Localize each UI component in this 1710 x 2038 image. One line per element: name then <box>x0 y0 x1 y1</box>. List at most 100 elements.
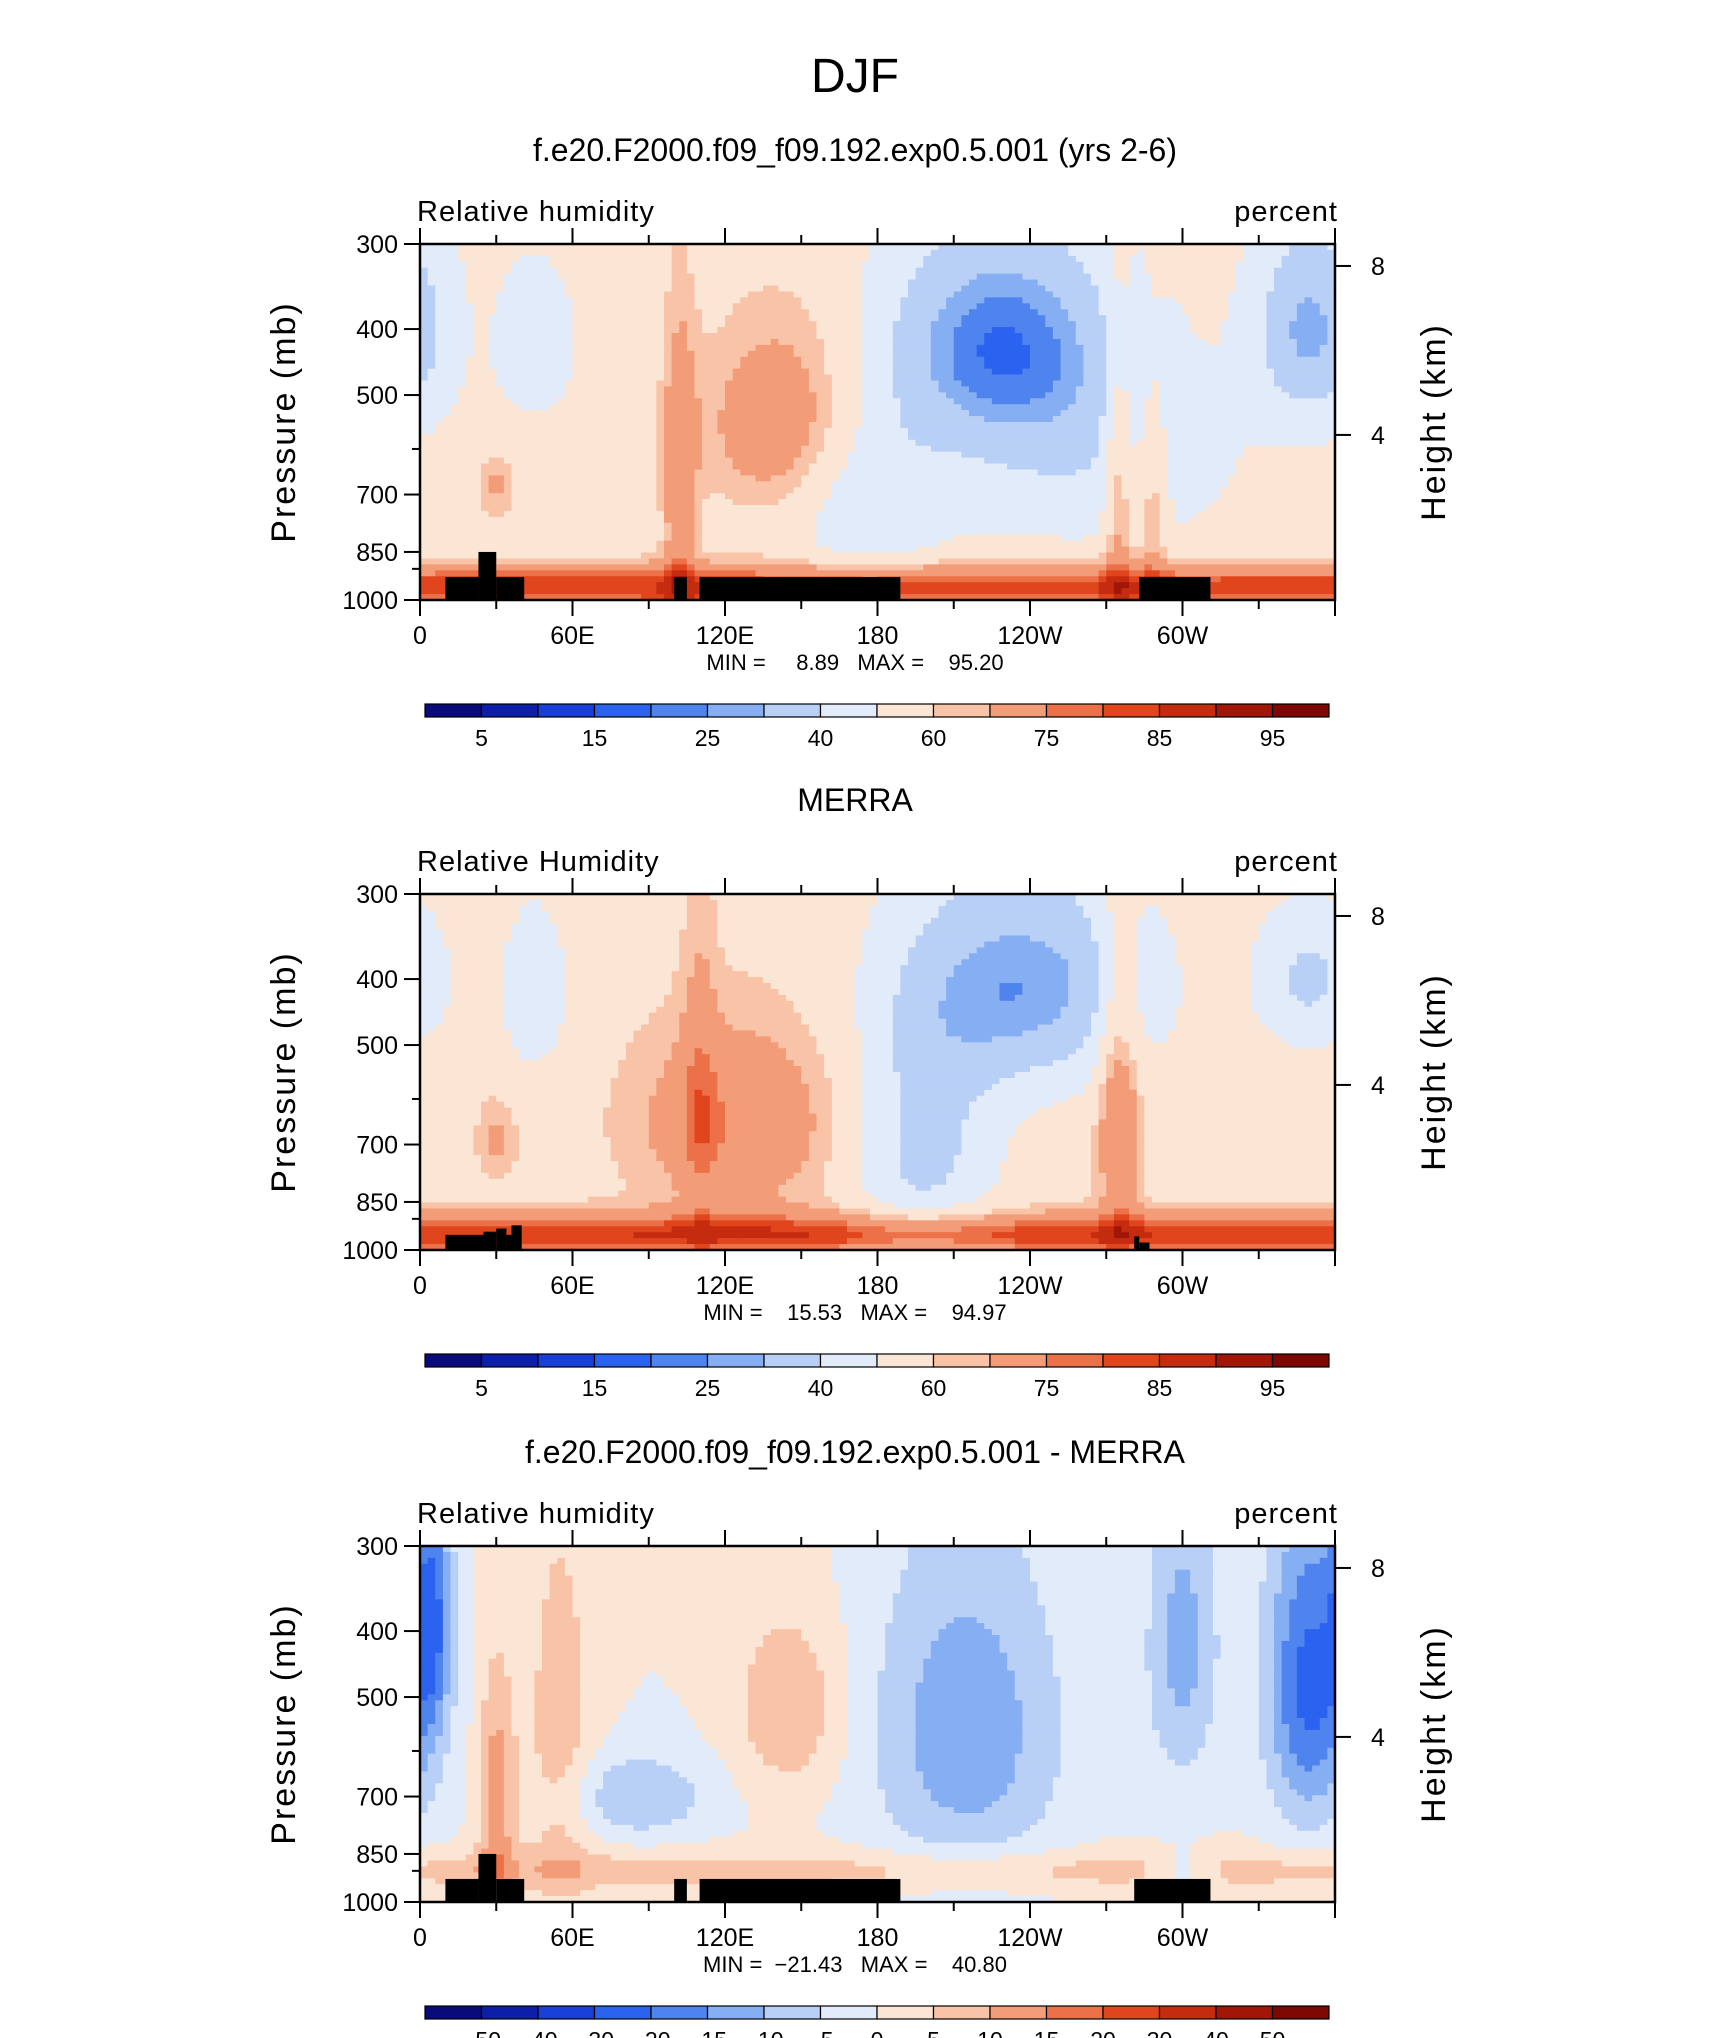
field-cell <box>900 303 909 310</box>
field-cell <box>770 445 779 453</box>
field-cell <box>587 327 596 334</box>
field-cell <box>984 315 993 322</box>
field-cell <box>656 469 665 476</box>
field-cell <box>953 315 962 322</box>
field-cell <box>572 362 581 370</box>
field-cell <box>420 410 429 417</box>
field-cell <box>458 404 467 411</box>
field-cell <box>1319 433 1328 441</box>
field-cell <box>1159 380 1168 387</box>
field-cell <box>694 338 703 346</box>
field-cell <box>816 362 825 370</box>
field-cell <box>793 404 802 411</box>
field-cell <box>702 404 711 411</box>
field-cell <box>496 380 505 387</box>
field-cell <box>938 451 947 459</box>
field-cell <box>1266 475 1275 482</box>
field-cell <box>763 469 772 476</box>
field-cell <box>1045 297 1054 304</box>
field-cell <box>526 422 535 429</box>
field-cell <box>549 445 558 453</box>
field-cell <box>1190 380 1199 387</box>
field-cell <box>511 469 520 476</box>
field-cell <box>923 374 932 382</box>
field-cell <box>999 291 1008 298</box>
field-cell <box>664 244 673 251</box>
field-cell <box>961 410 970 417</box>
field-cell <box>1182 315 1191 322</box>
field-cell <box>1075 315 1084 322</box>
field-cell <box>580 433 589 441</box>
field-cell <box>1113 463 1123 471</box>
field-cell <box>824 463 833 471</box>
field-cell <box>1243 279 1252 287</box>
field-cell <box>740 410 749 417</box>
field-cell <box>488 303 497 310</box>
field-cell <box>953 475 962 482</box>
field-cell <box>915 279 924 287</box>
field-cell <box>991 327 1001 334</box>
field-cell <box>1174 356 1184 364</box>
field-cell <box>1022 386 1031 393</box>
field-cell <box>847 481 856 488</box>
field-cell <box>801 261 810 269</box>
field-cell <box>1182 463 1191 471</box>
field-cell <box>496 404 505 411</box>
field-cell <box>778 422 787 429</box>
field-cell <box>1060 321 1069 328</box>
field-cell <box>847 309 856 316</box>
field-cell <box>808 338 818 346</box>
field-cell <box>465 333 474 340</box>
field-cell <box>801 380 810 387</box>
field-cell <box>1121 481 1130 488</box>
field-cell <box>1045 344 1054 352</box>
field-cell <box>686 457 696 465</box>
field-cell <box>808 327 818 334</box>
field-cell <box>999 297 1008 304</box>
field-cell <box>1289 321 1298 328</box>
field-cell <box>587 457 596 465</box>
field-cell <box>1296 368 1306 376</box>
field-cell <box>671 309 680 316</box>
field-cell <box>465 350 474 358</box>
field-cell <box>473 291 482 298</box>
field-cell <box>1022 309 1031 316</box>
field-cell <box>885 350 894 358</box>
field-cell <box>877 267 886 275</box>
field-cell <box>725 410 734 417</box>
field-cell <box>671 344 680 352</box>
field-cell <box>1327 338 1336 346</box>
field-cell <box>1022 255 1031 263</box>
field-cell <box>908 427 917 435</box>
field-cell <box>770 451 779 459</box>
field-cell <box>1045 303 1054 310</box>
field-cell <box>1136 422 1145 429</box>
field-cell <box>793 344 802 352</box>
field-cell <box>1304 273 1313 281</box>
field-cell <box>1174 362 1184 370</box>
field-cell <box>1136 404 1145 411</box>
field-cell <box>1296 392 1306 399</box>
field-cell <box>786 244 795 251</box>
field-cell <box>1144 338 1153 346</box>
field-cell <box>930 422 940 429</box>
field-cell <box>1098 338 1107 346</box>
field-cell <box>1266 303 1275 310</box>
field-cell <box>1213 469 1222 476</box>
field-cell <box>1251 309 1260 316</box>
field-cell <box>473 463 482 471</box>
field-cell <box>1220 273 1229 281</box>
field-cell <box>747 255 757 263</box>
field-cell <box>656 404 665 411</box>
field-cell <box>831 273 840 281</box>
field-cell <box>1205 291 1214 298</box>
field-cell <box>869 315 879 322</box>
field-cell <box>801 398 810 405</box>
field-cell <box>1014 386 1023 393</box>
field-cell <box>671 433 680 441</box>
field-cell <box>763 333 772 340</box>
field-cell <box>1152 457 1161 465</box>
field-cell <box>778 457 787 465</box>
field-cell <box>458 469 467 476</box>
field-cell <box>1327 463 1336 471</box>
